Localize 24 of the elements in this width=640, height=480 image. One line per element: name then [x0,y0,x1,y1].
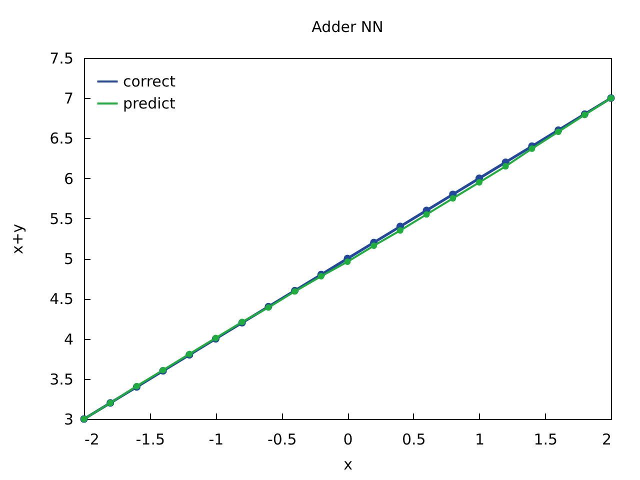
y-tick-label: 6 [64,170,74,188]
x-tick-label: 0.5 [402,430,426,448]
x-tick-label: -1 [208,430,224,448]
y-tick-label: 6.5 [50,130,74,148]
x-axis-title: x [344,456,353,474]
x-tick-label: 1 [474,430,485,448]
x-tick-label: 2 [602,430,612,448]
y-tick-label: 3.5 [50,370,74,388]
y-tick-label: 7.5 [50,50,74,68]
x-tick-label: -2 [84,430,100,448]
y-tick-label: 5.5 [50,210,74,228]
x-tick-label: -0.5 [267,430,297,448]
y-tick-label: 5 [64,250,74,268]
legend-label: correct [123,72,176,90]
chart-title: Adder NN [312,18,384,36]
y-tick-label: 4.5 [50,290,74,308]
legend-label: predict [123,94,176,112]
y-tick-label: 7 [64,90,74,108]
x-tick-label: 0 [343,430,353,448]
x-tick-label: 1.5 [534,430,558,448]
y-tick-label: 4 [64,330,74,348]
y-tick-label: 3 [64,410,74,428]
x-tick-label: -1.5 [136,430,166,448]
y-axis-title: x+y [8,224,27,254]
